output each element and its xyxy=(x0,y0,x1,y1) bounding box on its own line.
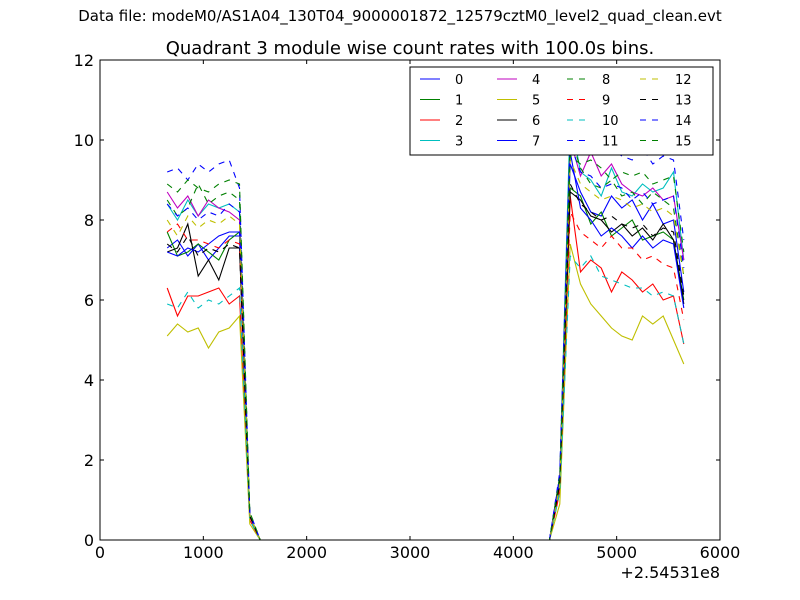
y-tick-label: 10 xyxy=(74,131,94,150)
x-axis-offset-label: +2.54531e8 xyxy=(620,563,720,582)
x-tick-label: 3000 xyxy=(390,543,431,562)
legend-label-12: 12 xyxy=(675,73,692,88)
figure-supertitle: Data file: modeM0/AS1A04_130T04_90000018… xyxy=(78,7,722,25)
plot-lines xyxy=(166,115,685,541)
legend-label-2: 2 xyxy=(455,114,463,129)
legend-label-13: 13 xyxy=(675,94,692,109)
legend-label-10: 10 xyxy=(602,114,619,129)
series-line-15 xyxy=(166,154,685,541)
x-tick-label: 4000 xyxy=(493,543,534,562)
y-tick-label: 2 xyxy=(84,451,94,470)
legend-label-0: 0 xyxy=(455,73,463,88)
legend-frame xyxy=(409,66,714,156)
legend-label-5: 5 xyxy=(532,94,540,109)
legend-label-4: 4 xyxy=(532,73,540,88)
x-tick-label: 5000 xyxy=(596,543,637,562)
legend-label-9: 9 xyxy=(602,94,610,109)
x-tick-label: 0 xyxy=(95,543,105,562)
legend-label-14: 14 xyxy=(675,114,692,129)
legend-label-7: 7 xyxy=(532,135,540,150)
legend-label-6: 6 xyxy=(532,114,540,129)
y-tick-label: 4 xyxy=(84,371,94,390)
series-line-3 xyxy=(166,115,685,541)
x-tick-label: 1000 xyxy=(183,543,224,562)
legend-label-15: 15 xyxy=(675,135,692,150)
chart-title: Quadrant 3 module wise count rates with … xyxy=(166,38,655,59)
x-tick-label: 6000 xyxy=(700,543,741,562)
legend-label-8: 8 xyxy=(602,73,610,88)
x-axis-ticks: 0 1000 2000 3000 4000 5000 6000 xyxy=(95,60,740,562)
legend-label-3: 3 xyxy=(455,135,463,150)
legend-label-1: 1 xyxy=(455,94,463,109)
y-tick-label: 12 xyxy=(74,51,94,70)
legend-label-11: 11 xyxy=(602,135,619,150)
series-line-10 xyxy=(167,254,685,541)
x-tick-label: 2000 xyxy=(286,543,327,562)
y-tick-label: 8 xyxy=(84,211,94,230)
y-tick-label: 0 xyxy=(84,531,94,550)
y-tick-label: 6 xyxy=(84,291,94,310)
